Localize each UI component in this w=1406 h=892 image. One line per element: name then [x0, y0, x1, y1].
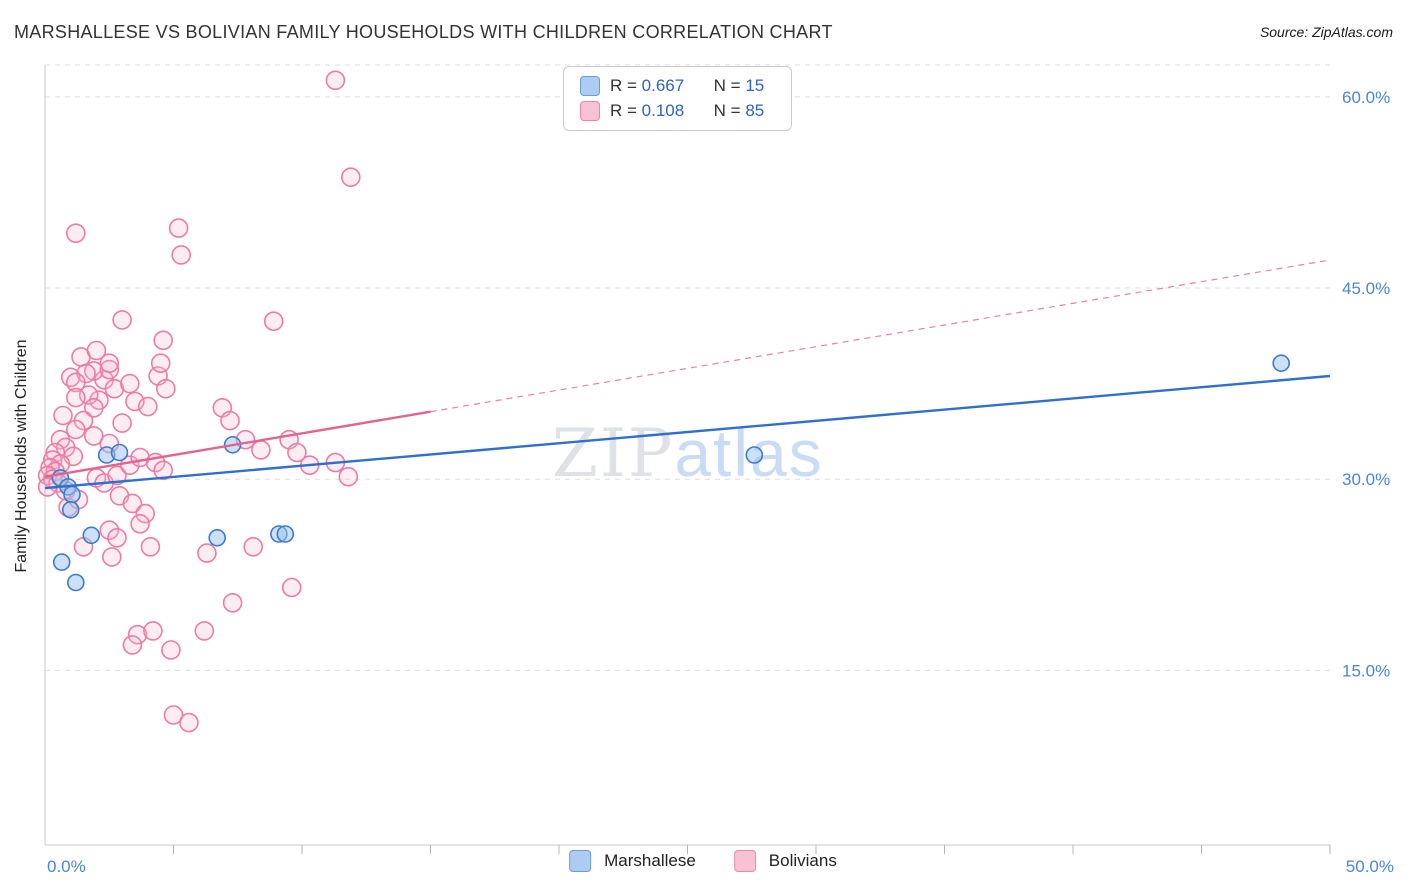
bolivians-legend-label: Bolivians: [768, 851, 837, 870]
svg-text:30.0%: 30.0%: [1342, 470, 1390, 489]
r-value: 0.667: [641, 76, 685, 95]
legend-row-marshallese-text: R = 0.667 N = 15: [610, 76, 775, 96]
legend-row-bolivians-text: R = 0.108 N = 85: [610, 101, 775, 121]
n-label: N =: [713, 76, 746, 95]
n-value: 85: [745, 101, 765, 120]
bolivians-legend-swatch: [733, 850, 756, 872]
marshallese-swatch: [580, 76, 600, 96]
source-label: Source: ZipAtlas.com: [1259, 24, 1393, 40]
r-label: R =: [610, 101, 642, 120]
correlation-legend: R = 0.667 N = 15 R = 0.108 N = 85: [563, 66, 793, 131]
bolivians-swatch: [580, 101, 600, 121]
n-value: 15: [745, 76, 765, 95]
svg-text:45.0%: 45.0%: [1342, 279, 1390, 298]
watermark-zip: ZIP: [552, 415, 675, 492]
legend-row-bolivians: R = 0.108 N = 85: [580, 101, 775, 121]
n-label: N =: [713, 101, 746, 120]
svg-text:60.0%: 60.0%: [1342, 88, 1390, 107]
r-value: 0.108: [641, 101, 685, 120]
r-label: R =: [610, 76, 642, 95]
page-title: MARSHALLESE VS BOLIVIAN FAMILY HOUSEHOLD…: [14, 22, 833, 42]
series-legend: Marshallese Bolivians: [569, 850, 837, 872]
svg-text:0.0%: 0.0%: [47, 857, 86, 876]
legend-row-marshallese: R = 0.667 N = 15: [580, 76, 775, 96]
svg-text:50.0%: 50.0%: [1346, 857, 1394, 876]
y-axis-title: Family Households with Children: [13, 339, 30, 573]
marshallese-legend-swatch: [569, 850, 592, 872]
svg-text:15.0%: 15.0%: [1342, 661, 1390, 680]
marshallese-legend-label: Marshallese: [604, 851, 696, 870]
